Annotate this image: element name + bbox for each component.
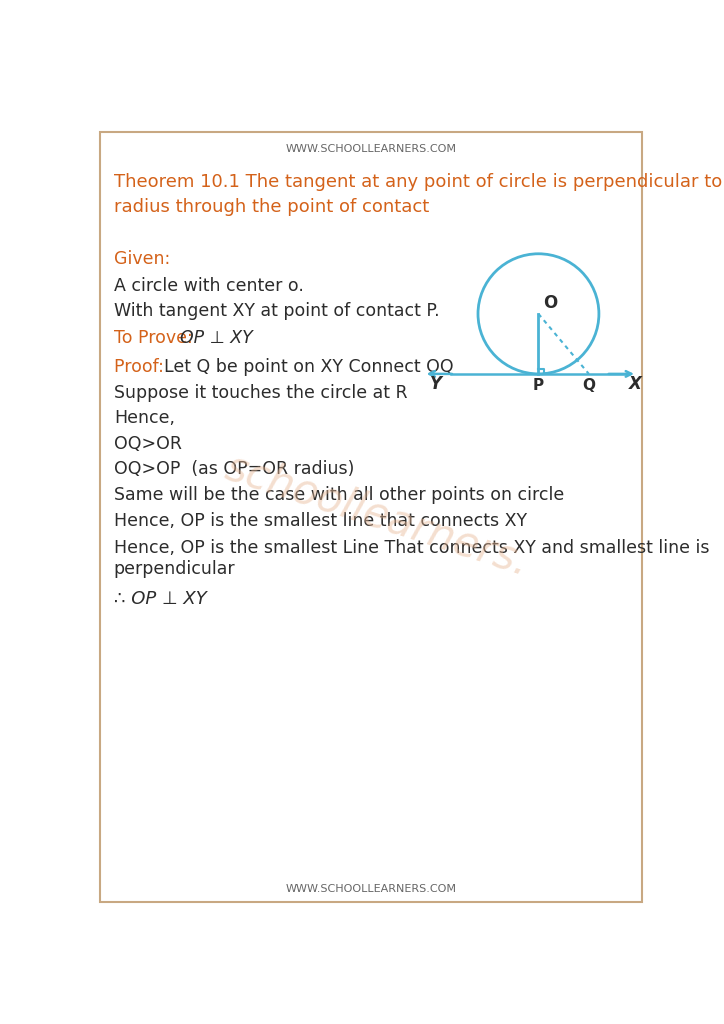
Text: X: X [628,376,641,393]
Text: schoollearners.: schoollearners. [220,446,534,585]
Text: Suppose it touches the circle at R: Suppose it touches the circle at R [114,384,408,401]
Text: O: O [543,294,557,312]
Text: ∴ OP ⊥ XY: ∴ OP ⊥ XY [114,590,206,607]
Text: OQ>OP  (as OP=OR radius): OQ>OP (as OP=OR radius) [114,460,354,478]
Text: Proof:: Proof: [114,357,169,376]
Text: Same will be the case with all other points on circle: Same will be the case with all other poi… [114,486,564,504]
Text: Given:: Given: [114,250,170,268]
Text: With tangent XY at point of contact P.: With tangent XY at point of contact P. [114,302,439,321]
Text: Theorem 10.1 The tangent at any point of circle is perpendicular to the: Theorem 10.1 The tangent at any point of… [114,173,724,190]
Text: OP ⊥ XY: OP ⊥ XY [180,330,253,347]
Text: Hence,: Hence, [114,410,174,427]
Text: Y: Y [430,376,442,393]
Text: Q: Q [582,378,595,393]
Text: perpendicular: perpendicular [114,560,235,579]
Text: radius through the point of contact: radius through the point of contact [114,198,429,216]
Text: WWW.SCHOOLLEARNERS.COM: WWW.SCHOOLLEARNERS.COM [285,144,457,155]
Text: A circle with center o.: A circle with center o. [114,276,303,295]
Text: WWW.SCHOOLLEARNERS.COM: WWW.SCHOOLLEARNERS.COM [285,885,457,894]
Text: OQ>OR: OQ>OR [114,435,182,453]
Text: Let Q be point on XY Connect OQ: Let Q be point on XY Connect OQ [164,357,454,376]
Text: P: P [533,378,544,393]
Text: To Prove:: To Prove: [114,330,198,347]
Text: Hence, OP is the smallest line that connects XY: Hence, OP is the smallest line that conn… [114,512,527,530]
Text: Hence, OP is the smallest Line That connects XY and smallest line is: Hence, OP is the smallest Line That conn… [114,539,710,557]
